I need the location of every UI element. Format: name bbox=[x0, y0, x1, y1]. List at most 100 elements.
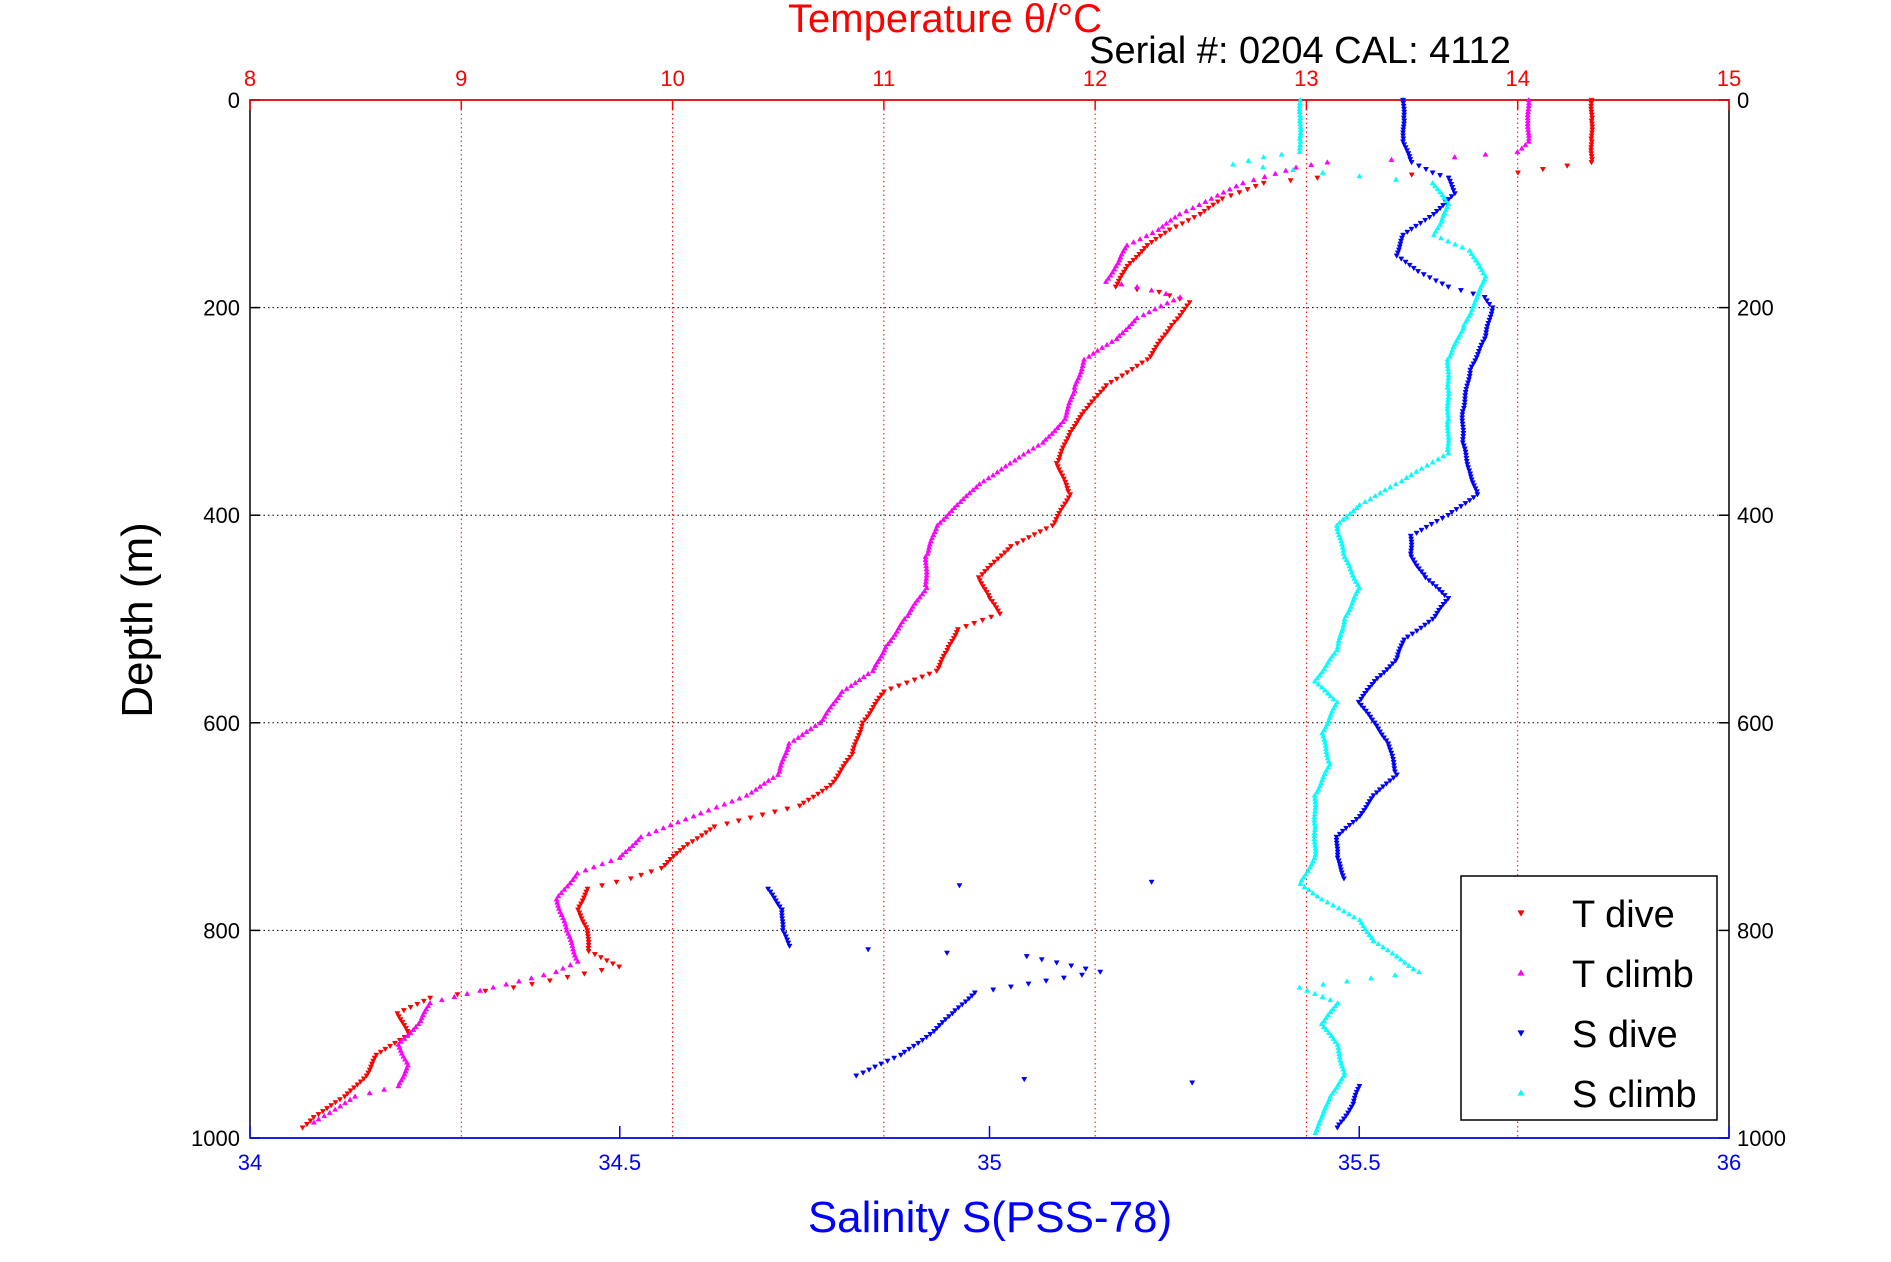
data-point bbox=[1163, 220, 1170, 226]
data-point bbox=[1353, 1089, 1360, 1096]
data-point bbox=[776, 904, 783, 910]
data-point bbox=[366, 1089, 373, 1096]
data-point bbox=[591, 952, 598, 958]
data-point bbox=[1099, 344, 1106, 350]
data-point bbox=[1214, 192, 1221, 198]
data-point bbox=[1470, 495, 1477, 501]
data-point bbox=[823, 710, 830, 716]
data-point bbox=[1177, 294, 1184, 300]
data-point bbox=[805, 797, 812, 803]
data-point bbox=[1472, 486, 1479, 492]
data-point bbox=[1174, 316, 1181, 322]
data-point bbox=[893, 628, 900, 634]
series-s-climb bbox=[1230, 96, 1489, 1135]
data-point bbox=[1133, 255, 1140, 261]
data-point bbox=[1466, 498, 1473, 504]
data-point bbox=[951, 504, 958, 510]
data-point bbox=[1462, 396, 1469, 402]
data-point bbox=[1463, 452, 1470, 459]
data-point bbox=[1360, 705, 1367, 712]
data-point bbox=[1413, 563, 1420, 569]
data-point bbox=[1589, 130, 1595, 136]
data-point bbox=[990, 987, 997, 993]
data-point bbox=[1083, 405, 1090, 412]
data-point bbox=[1470, 253, 1477, 260]
data-point bbox=[945, 645, 952, 651]
data-point bbox=[1068, 963, 1075, 969]
data-point bbox=[876, 695, 883, 701]
depth-tick-label-left: 0 bbox=[228, 88, 240, 113]
data-point bbox=[1366, 931, 1373, 938]
data-point bbox=[1197, 212, 1204, 218]
data-point bbox=[743, 792, 750, 798]
data-point bbox=[1484, 324, 1491, 330]
data-point bbox=[1408, 539, 1415, 545]
data-point bbox=[1250, 176, 1257, 183]
data-point bbox=[1406, 262, 1413, 269]
data-point bbox=[1179, 309, 1186, 316]
data-point bbox=[1407, 157, 1414, 163]
data-point bbox=[1422, 575, 1429, 581]
data-point bbox=[994, 469, 1001, 475]
data-point bbox=[1418, 465, 1425, 471]
data-point bbox=[1486, 317, 1493, 324]
data-point bbox=[1466, 312, 1473, 319]
data-point bbox=[996, 611, 1003, 617]
data-point bbox=[1459, 418, 1466, 424]
data-point bbox=[627, 876, 634, 882]
data-point bbox=[662, 862, 668, 869]
data-point bbox=[401, 1035, 408, 1041]
data-point bbox=[1100, 386, 1107, 392]
data-point bbox=[1056, 467, 1063, 473]
data-point bbox=[1355, 699, 1362, 706]
chart-title: Temperature θ/°C bbox=[788, 0, 1102, 41]
data-point bbox=[1434, 224, 1441, 231]
depth-tick-label-right: 1000 bbox=[1737, 1126, 1786, 1151]
data-point bbox=[1185, 218, 1192, 224]
data-point bbox=[1459, 415, 1466, 421]
data-point bbox=[401, 1023, 408, 1029]
data-point bbox=[945, 1014, 952, 1020]
data-point bbox=[1191, 215, 1198, 221]
data-point bbox=[1392, 971, 1399, 978]
data-point bbox=[899, 619, 906, 625]
data-point bbox=[770, 774, 777, 780]
data-point bbox=[675, 819, 682, 825]
data-point bbox=[1394, 652, 1401, 658]
data-point bbox=[1459, 421, 1466, 427]
data-point bbox=[1589, 157, 1596, 163]
data-point bbox=[1426, 214, 1433, 221]
data-point bbox=[1155, 226, 1162, 232]
data-point bbox=[1487, 314, 1494, 321]
data-point bbox=[1202, 198, 1209, 204]
data-point bbox=[1353, 504, 1360, 510]
data-point bbox=[960, 495, 967, 502]
temperature-tick-label: 10 bbox=[660, 66, 684, 91]
data-point bbox=[404, 1032, 411, 1038]
data-point bbox=[410, 1026, 417, 1032]
data-point bbox=[1459, 412, 1466, 418]
data-point bbox=[1244, 187, 1251, 193]
data-point bbox=[878, 1061, 885, 1067]
temperature-tick-label: 9 bbox=[455, 66, 467, 91]
data-point bbox=[1432, 182, 1439, 189]
data-point bbox=[851, 742, 858, 748]
data-point bbox=[1415, 163, 1422, 169]
data-point bbox=[1086, 353, 1093, 359]
data-point bbox=[1127, 260, 1134, 267]
data-point bbox=[947, 642, 954, 648]
data-point bbox=[775, 771, 781, 777]
data-point bbox=[1425, 619, 1432, 626]
data-point bbox=[858, 723, 865, 729]
data-point bbox=[895, 625, 902, 631]
data-point bbox=[1387, 747, 1394, 753]
data-point bbox=[901, 1049, 908, 1056]
data-point bbox=[1071, 424, 1078, 430]
data-point bbox=[584, 928, 591, 934]
data-point bbox=[1589, 115, 1596, 121]
data-point bbox=[1120, 269, 1127, 276]
data-point bbox=[369, 1061, 376, 1067]
data-point bbox=[1359, 693, 1366, 700]
data-point bbox=[713, 804, 720, 810]
data-point bbox=[1588, 139, 1595, 145]
